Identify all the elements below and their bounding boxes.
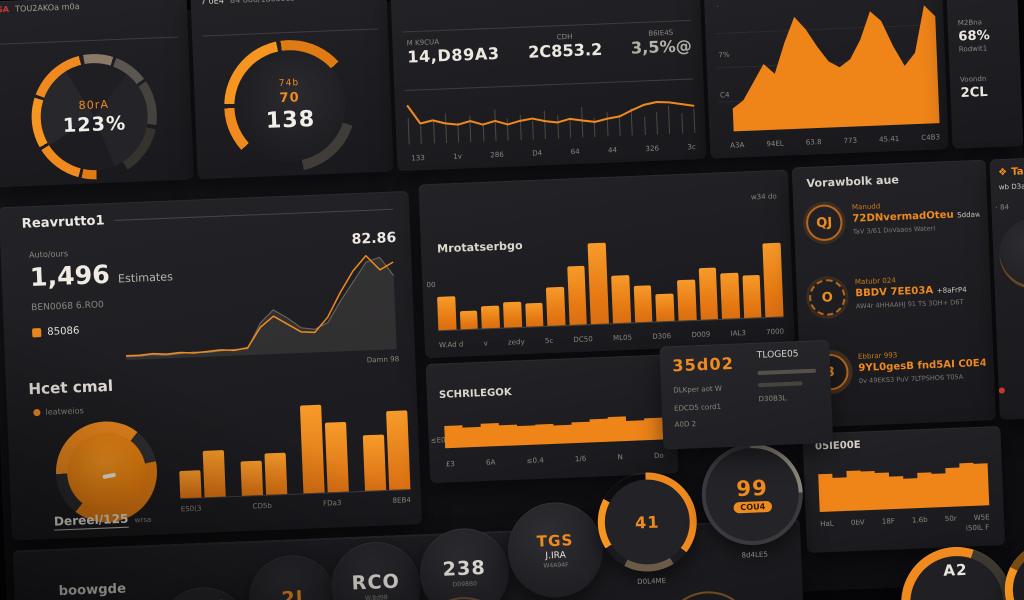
side-brand: Tasa: [1011, 165, 1024, 178]
side-note: wb D3a1: [998, 182, 1024, 192]
gauge-1[interactable]: 80rA 123%: [29, 51, 160, 182]
line-chart-x-axis: 133 1v 286 D4 64 44 326 3c: [411, 143, 696, 163]
kpi-gauge-partial[interactable]: [1002, 539, 1024, 600]
tooltip-right-title: TLOGE05: [756, 349, 799, 361]
panel-mom: MOM M2Bna 68% Rodwit1 Voondn 2CL: [945, 0, 1024, 149]
traffic-note: i50IL F: [965, 523, 990, 533]
area-chart: [732, 5, 940, 132]
legend-dot-icon: [33, 408, 41, 417]
tooltip-overlay: 35d02 DLKper aot W EDCD5 cord1 A0D 2 TLO…: [659, 339, 834, 450]
workload-title: Vorawbolk aue: [806, 173, 900, 191]
main-bar-chart[interactable]: [434, 224, 784, 332]
kpi-chip[interactable]: COU4: [733, 500, 773, 514]
badge-icon: [31, 328, 42, 338]
revenue-footer-note: Damn 98: [366, 355, 400, 365]
mom-value-2: 2CL: [960, 84, 989, 102]
mainbar-legend: w34 do: [750, 192, 777, 202]
mom-value-1: 68%: [958, 28, 991, 45]
workload-badge: O: [808, 278, 847, 317]
host-legend: leatweios: [33, 406, 84, 417]
divider: [114, 208, 394, 221]
sched-label: SCHRILEGOK: [438, 386, 512, 401]
gauge-2[interactable]: 74b 70 138: [221, 37, 359, 174]
panel-revenue-host: Reavrutto1 Auto/ours 1,496 Estimates BEN…: [0, 190, 422, 541]
detail-link[interactable]: Dereel/125: [53, 511, 129, 531]
workload-badge: QJ: [805, 203, 844, 242]
area-chart-x-axis: A3A 94EL 63.8 773 45.41 C4B3: [730, 133, 941, 150]
brand-icon: ❖: [997, 166, 1008, 179]
sched-x-axis: £3 6A ≤0.4 1/6 N Do: [445, 451, 664, 469]
host-donut-chart[interactable]: [54, 419, 159, 525]
kpi-gauge-partial[interactable]: A2: [899, 544, 1015, 600]
stat-item: CDH 2C853.2: [527, 32, 603, 62]
mainbar-y-label: 00: [426, 280, 436, 290]
bottom-label: boowgde: [58, 581, 127, 600]
tooltip-bar: [757, 381, 803, 388]
host-bar-labels: ES0(3 CD5b FDa3 8EB4: [180, 496, 412, 514]
panel-gauge-1: SA TOU2AKOa m0a 80rA 123%: [0, 0, 194, 188]
panel-stats-line: a oberaci63 2226 L7a0 1 do | box M K9CUA…: [390, 0, 707, 172]
panel-area-chart: ROCU3E SUIKE 15 A·4 · 7% C4 A3A94EL63.87…: [703, 0, 949, 159]
traffic-x-axis: HaL 0bV 18F 1.6b 50r W5E: [820, 513, 990, 529]
revenue-detail: BEN0068 6.RO0: [30, 300, 105, 314]
gauge-2-mini: 74b: [278, 78, 300, 89]
host-header: Hcet cmal: [28, 376, 114, 399]
panel-traffic: 05IE00E HaL 0bV 18F 1.6b 50r W5E: [802, 425, 1006, 553]
sched-step-chart: [444, 416, 664, 449]
revenue-sparkline: [122, 244, 397, 360]
panel-gauge-2: 7 0E4 84 8oo/1aooods 74b 70 138: [190, 0, 394, 180]
divider: [202, 28, 378, 37]
tooltip-title: 35d02: [671, 353, 735, 376]
workload-item[interactable]: QJ Manudd 72DNvermadOteu Sddaw 1 84 TaV …: [805, 198, 980, 242]
tooltip-bar: [757, 368, 817, 376]
stat-item: B6IE4S 3,5%@: [630, 28, 693, 58]
divider: [0, 36, 178, 45]
gauge-1-label: 80rA: [78, 97, 110, 112]
gauge-2-big-value: 138: [265, 106, 316, 134]
workload-item[interactable]: 3 Ebbrar 993 9YL0gesB fnd5AI C0E4 04Cl-4…: [811, 348, 986, 392]
header-tag: SA: [0, 4, 10, 15]
gauge-1-value: 123%: [62, 111, 127, 137]
gauge-2-small-value: 70: [279, 90, 301, 107]
host-bar-chart: [176, 399, 411, 500]
workload-item[interactable]: O Matubr 024 BBDV 7EE03A +8aFrP4 AW4r 4H…: [808, 273, 983, 317]
side-orb: [998, 216, 1024, 291]
panel-gauge-2-header: 7 0E4 84 8oo/1aooods: [200, 0, 295, 7]
revenue-badge[interactable]: 85086: [47, 325, 80, 338]
panel-main-bars: w34 do Mrotatserbgo 00 W.Ad d v zedy 5c DC50…: [418, 169, 795, 359]
stats-row: M K9CUA 14,D89A3 CDH 2C853.2 B6IE4S 3,5%…: [407, 28, 693, 67]
revenue-subtitle: Auto/ours: [28, 249, 69, 260]
revenue-header: Reavrutto1: [21, 213, 105, 232]
revenue-spark-value: 82.86: [351, 229, 397, 248]
panel-side-strip: ❖ Tasa wb D3a1 · 84: [989, 157, 1024, 420]
panel-gauge-1-header: SA TOU2AKOa m0a: [0, 0, 177, 14]
panel-sched: SCHRILEGOK ≤E0.5 £3 6A ≤0.4 1/6 N Do: [425, 354, 679, 484]
alert-dot-icon: [998, 387, 1005, 394]
stat-item: M K9CUA 14,D89A3: [406, 38, 500, 67]
revenue-big-value: 1,496: [29, 259, 111, 293]
traffic-step-chart: [818, 462, 990, 513]
